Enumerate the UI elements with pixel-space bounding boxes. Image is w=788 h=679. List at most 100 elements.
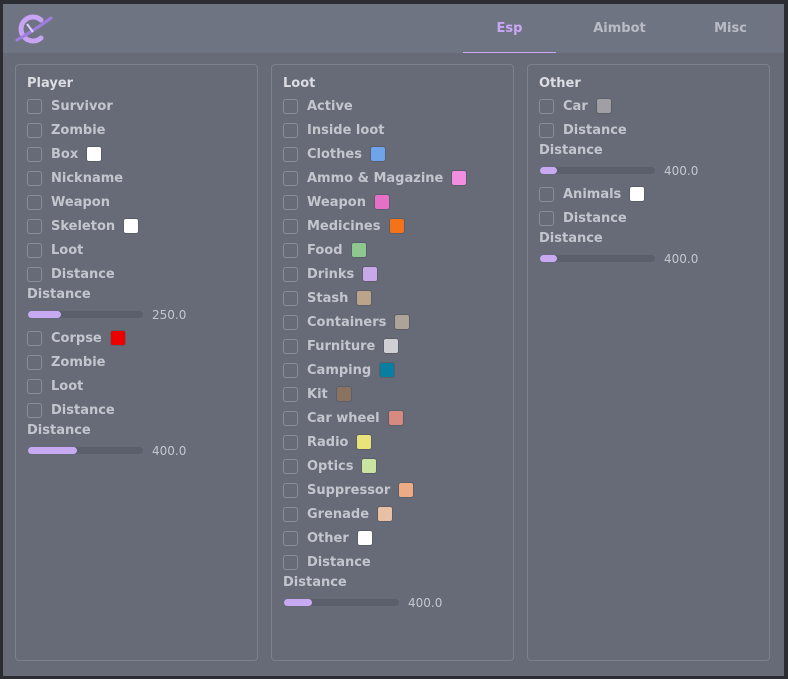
color-swatch[interactable]: [335, 386, 352, 402]
checkbox-label: Drinks: [307, 266, 355, 282]
checkbox-label: Zombie: [51, 122, 106, 138]
checkbox[interactable]: [27, 378, 42, 394]
color-swatch[interactable]: [394, 314, 411, 330]
checkbox[interactable]: [283, 338, 298, 354]
checkbox[interactable]: [283, 506, 298, 522]
checkbox[interactable]: [27, 122, 42, 138]
slider-track[interactable]: [284, 599, 399, 606]
checkbox-row: Containers: [283, 310, 513, 334]
checkbox[interactable]: [27, 266, 42, 282]
checkbox-label: Animals: [563, 186, 622, 202]
checkbox[interactable]: [283, 554, 298, 570]
checkbox[interactable]: [283, 410, 298, 426]
color-swatch[interactable]: [379, 362, 396, 378]
checkbox-row: Distance: [27, 262, 257, 286]
tab[interactable]: Misc: [714, 21, 747, 36]
checkbox[interactable]: [283, 218, 298, 234]
checkbox-label: Grenade: [307, 506, 370, 522]
slider-track[interactable]: [28, 447, 143, 454]
color-swatch[interactable]: [109, 330, 126, 346]
color-swatch[interactable]: [86, 146, 103, 162]
checkbox-row: Skeleton: [27, 214, 257, 238]
color-swatch[interactable]: [383, 338, 400, 354]
color-swatch[interactable]: [377, 506, 394, 522]
checkbox-row: Zombie: [27, 350, 257, 374]
panel-title: Other: [539, 76, 581, 91]
checkbox-label: Radio: [307, 434, 349, 450]
color-swatch[interactable]: [361, 458, 378, 474]
checkbox[interactable]: [27, 242, 42, 258]
checkbox[interactable]: [283, 458, 298, 474]
panel: Other Car Distance Distance 400.0 Animals Dist…: [527, 64, 770, 661]
slider-fill: [28, 311, 61, 318]
checkbox[interactable]: [539, 122, 554, 138]
slider-track[interactable]: [540, 255, 655, 262]
checkbox-row: Suppressor: [283, 478, 513, 502]
slider-label: Distance: [539, 231, 603, 246]
color-swatch[interactable]: [356, 290, 373, 306]
tab[interactable]: Aimbot: [593, 21, 646, 36]
checkbox-label: Stash: [307, 290, 349, 306]
checkbox[interactable]: [539, 210, 554, 226]
slider[interactable]: 400.0: [539, 247, 769, 270]
checkbox[interactable]: [283, 314, 298, 330]
color-swatch[interactable]: [123, 218, 140, 234]
checkbox[interactable]: [27, 218, 42, 234]
color-swatch[interactable]: [388, 218, 405, 234]
slider-value: 400.0: [152, 443, 187, 458]
checkbox-row: Stash: [283, 286, 513, 310]
color-swatch[interactable]: [629, 186, 646, 202]
color-swatch[interactable]: [451, 170, 468, 186]
slider-track[interactable]: [28, 311, 143, 318]
checkbox[interactable]: [27, 194, 42, 210]
color-swatch[interactable]: [356, 530, 373, 546]
checkbox-label: Food: [307, 242, 343, 258]
tab[interactable]: Esp: [463, 4, 556, 53]
checkbox[interactable]: [27, 354, 42, 370]
color-swatch[interactable]: [350, 242, 367, 258]
panel-title: Player: [27, 76, 74, 91]
slider[interactable]: 400.0: [283, 591, 513, 614]
checkbox[interactable]: [27, 98, 42, 114]
checkbox[interactable]: [283, 290, 298, 306]
checkbox-row: Nickname: [27, 166, 257, 190]
checkbox[interactable]: [539, 186, 554, 202]
slider[interactable]: 400.0: [27, 439, 257, 462]
checkbox[interactable]: [283, 98, 298, 114]
slider-value: 400.0: [408, 595, 443, 610]
checkbox[interactable]: [283, 434, 298, 450]
color-swatch[interactable]: [356, 434, 373, 450]
checkbox[interactable]: [27, 170, 42, 186]
checkbox[interactable]: [539, 98, 554, 114]
checkbox-label: Weapon: [51, 194, 110, 210]
checkbox[interactable]: [283, 362, 298, 378]
checkbox[interactable]: [283, 266, 298, 282]
color-swatch[interactable]: [369, 146, 386, 162]
checkbox[interactable]: [283, 386, 298, 402]
checkbox[interactable]: [27, 146, 42, 162]
checkbox[interactable]: [283, 146, 298, 162]
checkbox[interactable]: [283, 482, 298, 498]
checkbox[interactable]: [283, 122, 298, 138]
color-swatch[interactable]: [387, 410, 404, 426]
slider[interactable]: 400.0: [539, 159, 769, 182]
checkbox-label: Distance: [563, 122, 627, 138]
checkbox-label: Distance: [51, 402, 115, 418]
color-swatch[interactable]: [373, 194, 390, 210]
logo: [15, 14, 53, 44]
checkbox[interactable]: [27, 330, 42, 346]
slider-track[interactable]: [540, 167, 655, 174]
checkbox[interactable]: [283, 170, 298, 186]
slider-fill: [540, 255, 557, 262]
checkbox[interactable]: [283, 530, 298, 546]
checkbox-label: Nickname: [51, 170, 124, 186]
color-swatch[interactable]: [362, 266, 379, 282]
color-swatch[interactable]: [595, 98, 612, 114]
checkbox-label: Clothes: [307, 146, 362, 162]
slider[interactable]: 250.0: [27, 303, 257, 326]
checkbox[interactable]: [283, 242, 298, 258]
checkbox[interactable]: [283, 194, 298, 210]
checkbox-label: Loot: [51, 378, 84, 394]
color-swatch[interactable]: [398, 482, 415, 498]
checkbox[interactable]: [27, 402, 42, 418]
